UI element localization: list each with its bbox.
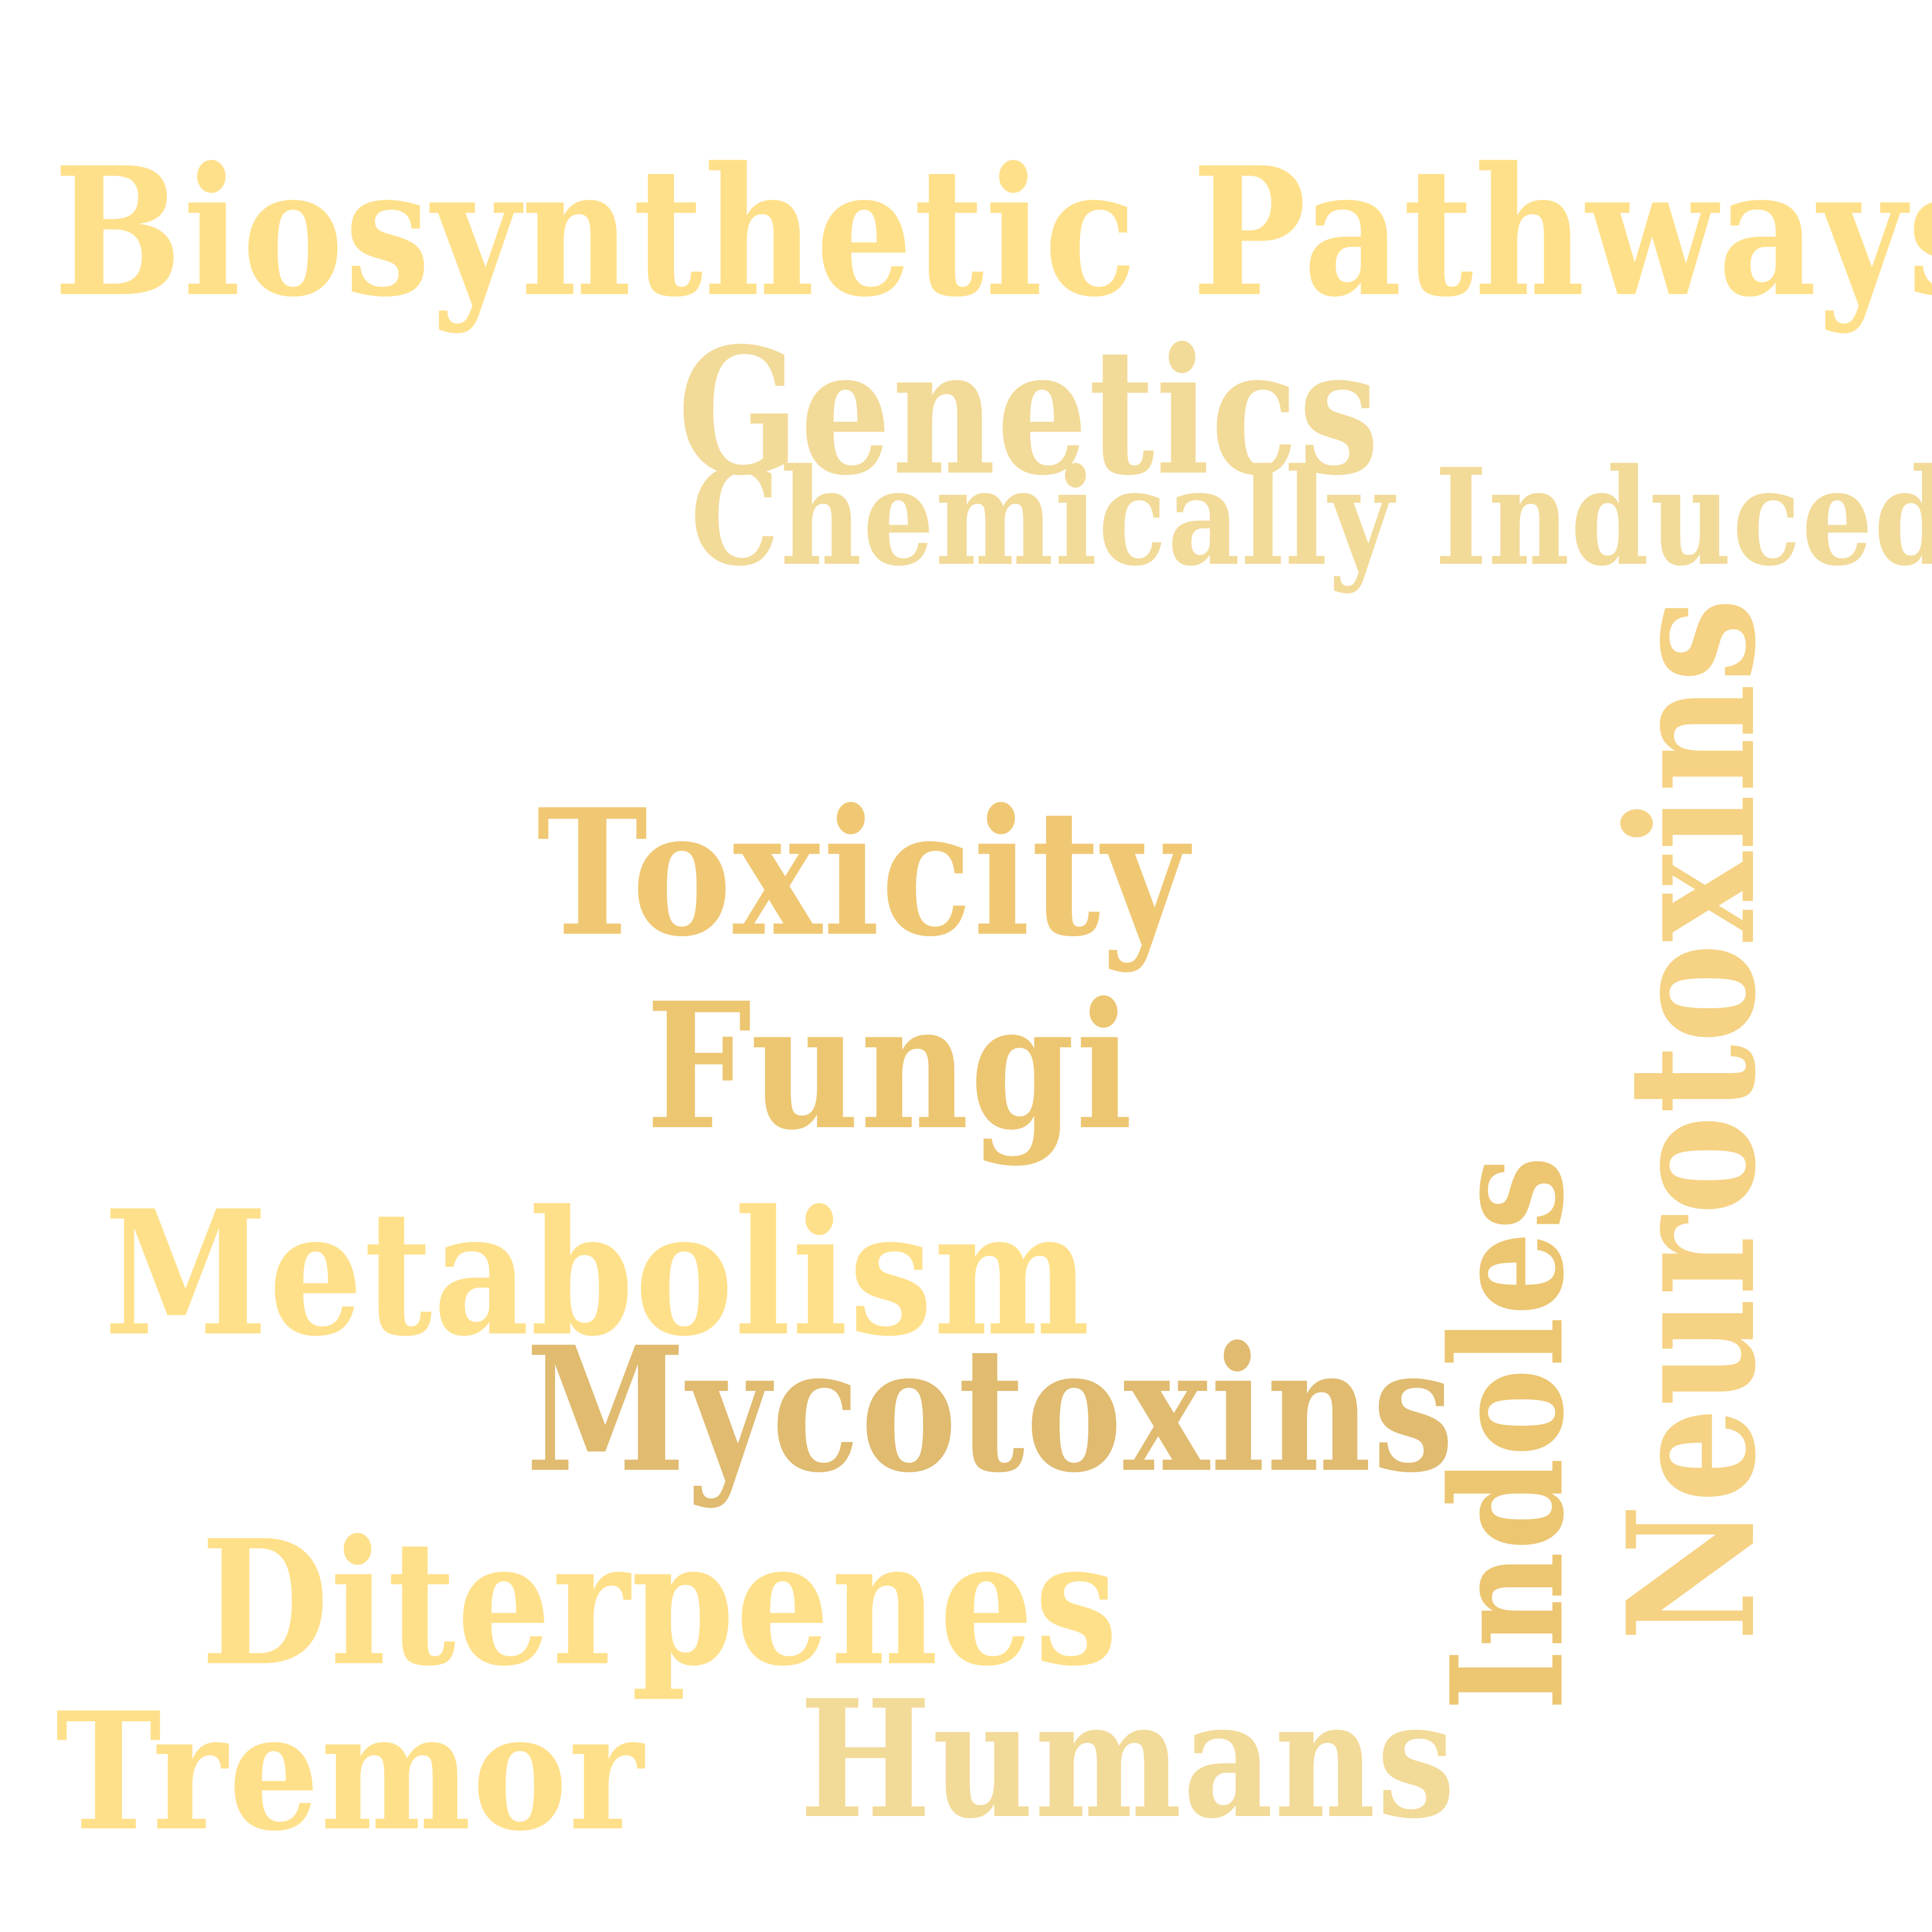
word-neurotoxins: Neurotoxins: [1589, 597, 1795, 1641]
word-indoles: Indoles: [1418, 1154, 1598, 1711]
word-mycotoxins: Mycotoxins: [526, 1309, 1455, 1510]
word-humans: Humans: [800, 1664, 1457, 1854]
word-fungi: Fungi: [646, 964, 1134, 1168]
word-toxicity: Toxicity: [537, 771, 1190, 975]
word-diterpenes: Diterpenes: [201, 1502, 1119, 1704]
word-metabolism: Metabolism: [104, 1172, 1091, 1374]
word-genetics: Genetics: [678, 309, 1380, 514]
word-biosynthetic-pathways: Biosynthetic Pathways: [54, 128, 1932, 336]
word-tremor: Tremor: [56, 1677, 645, 1867]
word-chemically-induced: Chemically Induced: [690, 439, 1932, 596]
